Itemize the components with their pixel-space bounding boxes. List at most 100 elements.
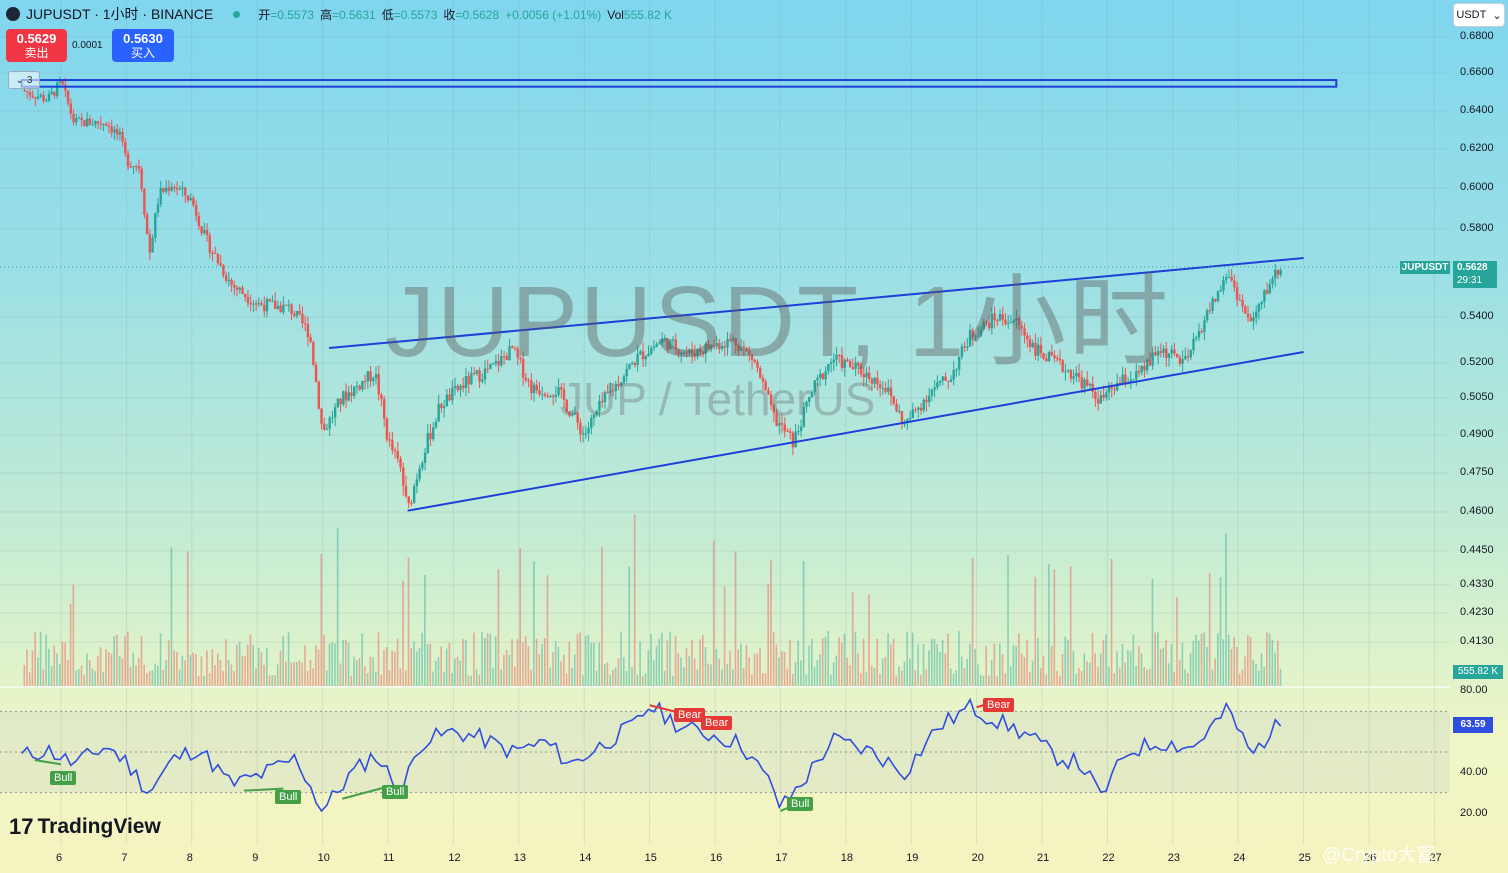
candle-body: [366, 371, 370, 382]
volume-bar: [58, 664, 61, 686]
volume-bar: [83, 675, 86, 686]
volume-bar: [500, 669, 502, 686]
candle-body: [426, 432, 429, 453]
candle-body: [1271, 278, 1274, 284]
candle-body: [475, 370, 479, 374]
candle-body: [919, 407, 923, 411]
volume-bar: [571, 667, 573, 686]
candle-body: [805, 401, 808, 407]
ohlc-value: =0.5631: [331, 7, 376, 22]
candle-body: [671, 339, 675, 341]
candle-body: [914, 409, 917, 411]
volume-bar: [1050, 646, 1053, 686]
time-tick-label: 24: [1233, 852, 1246, 864]
candle-body: [1235, 287, 1239, 300]
volume-bar: [282, 636, 284, 686]
symbol-header[interactable]: JUPUSDT · 1小时 · BINANCE 开=0.5573 高=0.5631…: [6, 5, 678, 23]
volume-bar: [761, 673, 764, 686]
volume-bar: [939, 651, 941, 686]
candle-body: [115, 129, 119, 135]
volume-bar: [1143, 667, 1146, 686]
lower-trendline[interactable]: [407, 350, 1304, 512]
candle-body: [759, 368, 762, 379]
tradingview-logo[interactable]: 17 TradingView: [9, 814, 161, 840]
volume-bar: [644, 673, 647, 686]
volume-bar: [1217, 633, 1219, 686]
candle-body: [154, 212, 157, 238]
volume-bar: [977, 664, 979, 686]
volume-bar: [1108, 667, 1110, 686]
candle-body: [1061, 360, 1064, 372]
candle-body: [682, 352, 686, 354]
currency-select[interactable]: USDT ⌄: [1453, 3, 1505, 27]
volume-bar: [1238, 673, 1241, 686]
candle-body: [1227, 276, 1231, 278]
symbol-title[interactable]: JUPUSDT · 1小时 · BINANCE: [26, 6, 214, 22]
ohlc-value: +0.0056 (+1.01%): [505, 7, 602, 22]
volume-bar: [418, 648, 421, 686]
candle-body: [707, 343, 710, 349]
candle-body: [551, 395, 555, 397]
candle-body: [1260, 301, 1263, 305]
volume-bar: [990, 660, 993, 686]
volume-bar: [797, 640, 799, 686]
volume-bar: [372, 657, 374, 686]
volume-bar: [304, 645, 306, 686]
volume-bar: [865, 672, 868, 686]
volume-bar: [1187, 672, 1189, 686]
volume-bar: [519, 548, 522, 686]
volume-bar: [503, 655, 505, 686]
volume-bar: [222, 670, 225, 686]
volume-bar: [1138, 645, 1140, 686]
volume-bar: [399, 668, 402, 686]
volume-bar: [1015, 646, 1017, 686]
sell-button[interactable]: 0.5629 卖出: [6, 29, 67, 62]
indicators-collapse-button[interactable]: ⌄ 3: [8, 71, 40, 89]
buy-button[interactable]: 0.5630 买入: [112, 29, 174, 62]
volume-bar: [524, 636, 527, 686]
candle-body: [393, 450, 397, 452]
resistance-rectangle[interactable]: [20, 79, 1338, 88]
volume-bar: [1211, 669, 1214, 686]
volume-bar: [775, 644, 778, 686]
candles: [23, 76, 1282, 509]
volume-bar: [601, 546, 603, 686]
candle-body: [715, 343, 718, 347]
candle-body: [1167, 353, 1171, 358]
candle-body: [303, 323, 307, 325]
volume-bar: [767, 584, 770, 686]
volume-bar: [772, 632, 775, 686]
candle-body: [513, 347, 517, 349]
candle-body: [124, 141, 127, 154]
upper-trendline[interactable]: [329, 257, 1304, 350]
buy-label: 买入: [130, 46, 155, 60]
volume-bar: [579, 632, 581, 686]
candle-body: [742, 346, 746, 348]
last-price-tag: 0.5628 29:31: [1453, 261, 1497, 288]
pane-divider[interactable]: [0, 686, 1450, 688]
candle-body: [404, 485, 408, 497]
candle-body: [85, 118, 89, 127]
candle-body: [143, 188, 146, 215]
volume-bar: [1276, 640, 1279, 686]
volume-bar: [415, 651, 418, 686]
candle-body: [955, 369, 958, 371]
candle-body: [396, 451, 400, 459]
candle-body: [429, 432, 432, 440]
candle-body: [584, 433, 588, 435]
time-tick-label: 17: [775, 852, 788, 864]
time-tick-label: 6: [56, 852, 63, 864]
price-tick-label: 0.4600: [1460, 505, 1494, 517]
candle-body: [197, 216, 201, 227]
bull-signal-badge: Bull: [382, 785, 409, 799]
volume-bar: [737, 649, 740, 686]
spread-value: 0.0001: [72, 40, 103, 51]
volume-bar: [263, 664, 265, 686]
volume-bar: [794, 662, 797, 686]
rsi-pane[interactable]: [0, 686, 1450, 813]
candle-body: [494, 361, 498, 364]
candle-body: [1254, 311, 1258, 318]
volume-bar: [609, 674, 611, 686]
candle-body: [252, 303, 255, 305]
